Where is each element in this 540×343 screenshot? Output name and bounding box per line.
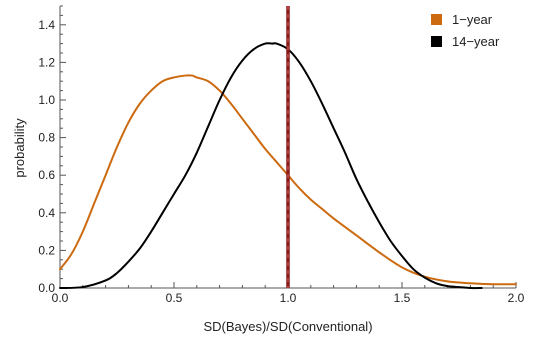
y-tick-label: 1.4 — [38, 18, 55, 32]
legend-label: 1−year — [452, 12, 493, 27]
x-tick-label: 0.5 — [166, 291, 183, 305]
x-tick-label: 1.5 — [394, 291, 411, 305]
y-tick-label: 1.0 — [38, 93, 55, 107]
y-tick-label: 0.6 — [38, 168, 55, 182]
x-axis-label: SD(Bayes)/SD(Conventional) — [203, 319, 372, 334]
series-line-1 — [59, 74, 517, 286]
series-layer — [59, 42, 517, 290]
legend-label: 14−year — [452, 34, 500, 49]
y-axis-ticks: 0.0 0.2 0.4 0.6 0.8 1.0 1.2 1.4 — [38, 5, 66, 295]
x-tick-label: 0.0 — [52, 291, 69, 305]
y-tick-label: 0.8 — [38, 131, 55, 145]
legend-swatch — [431, 36, 442, 47]
legend-swatch — [431, 14, 442, 25]
y-axis-label: probability — [12, 118, 27, 178]
x-tick-label: 2.0 — [508, 291, 525, 305]
y-tick-label: 0.0 — [38, 281, 55, 295]
y-tick-label: 0.2 — [38, 243, 55, 257]
y-tick-label: 1.2 — [38, 55, 55, 69]
series-line-2 — [59, 42, 483, 290]
y-tick-label: 0.4 — [38, 206, 55, 220]
legend: 1−year 14−year — [431, 12, 500, 49]
x-tick-label: 1.0 — [280, 291, 297, 305]
